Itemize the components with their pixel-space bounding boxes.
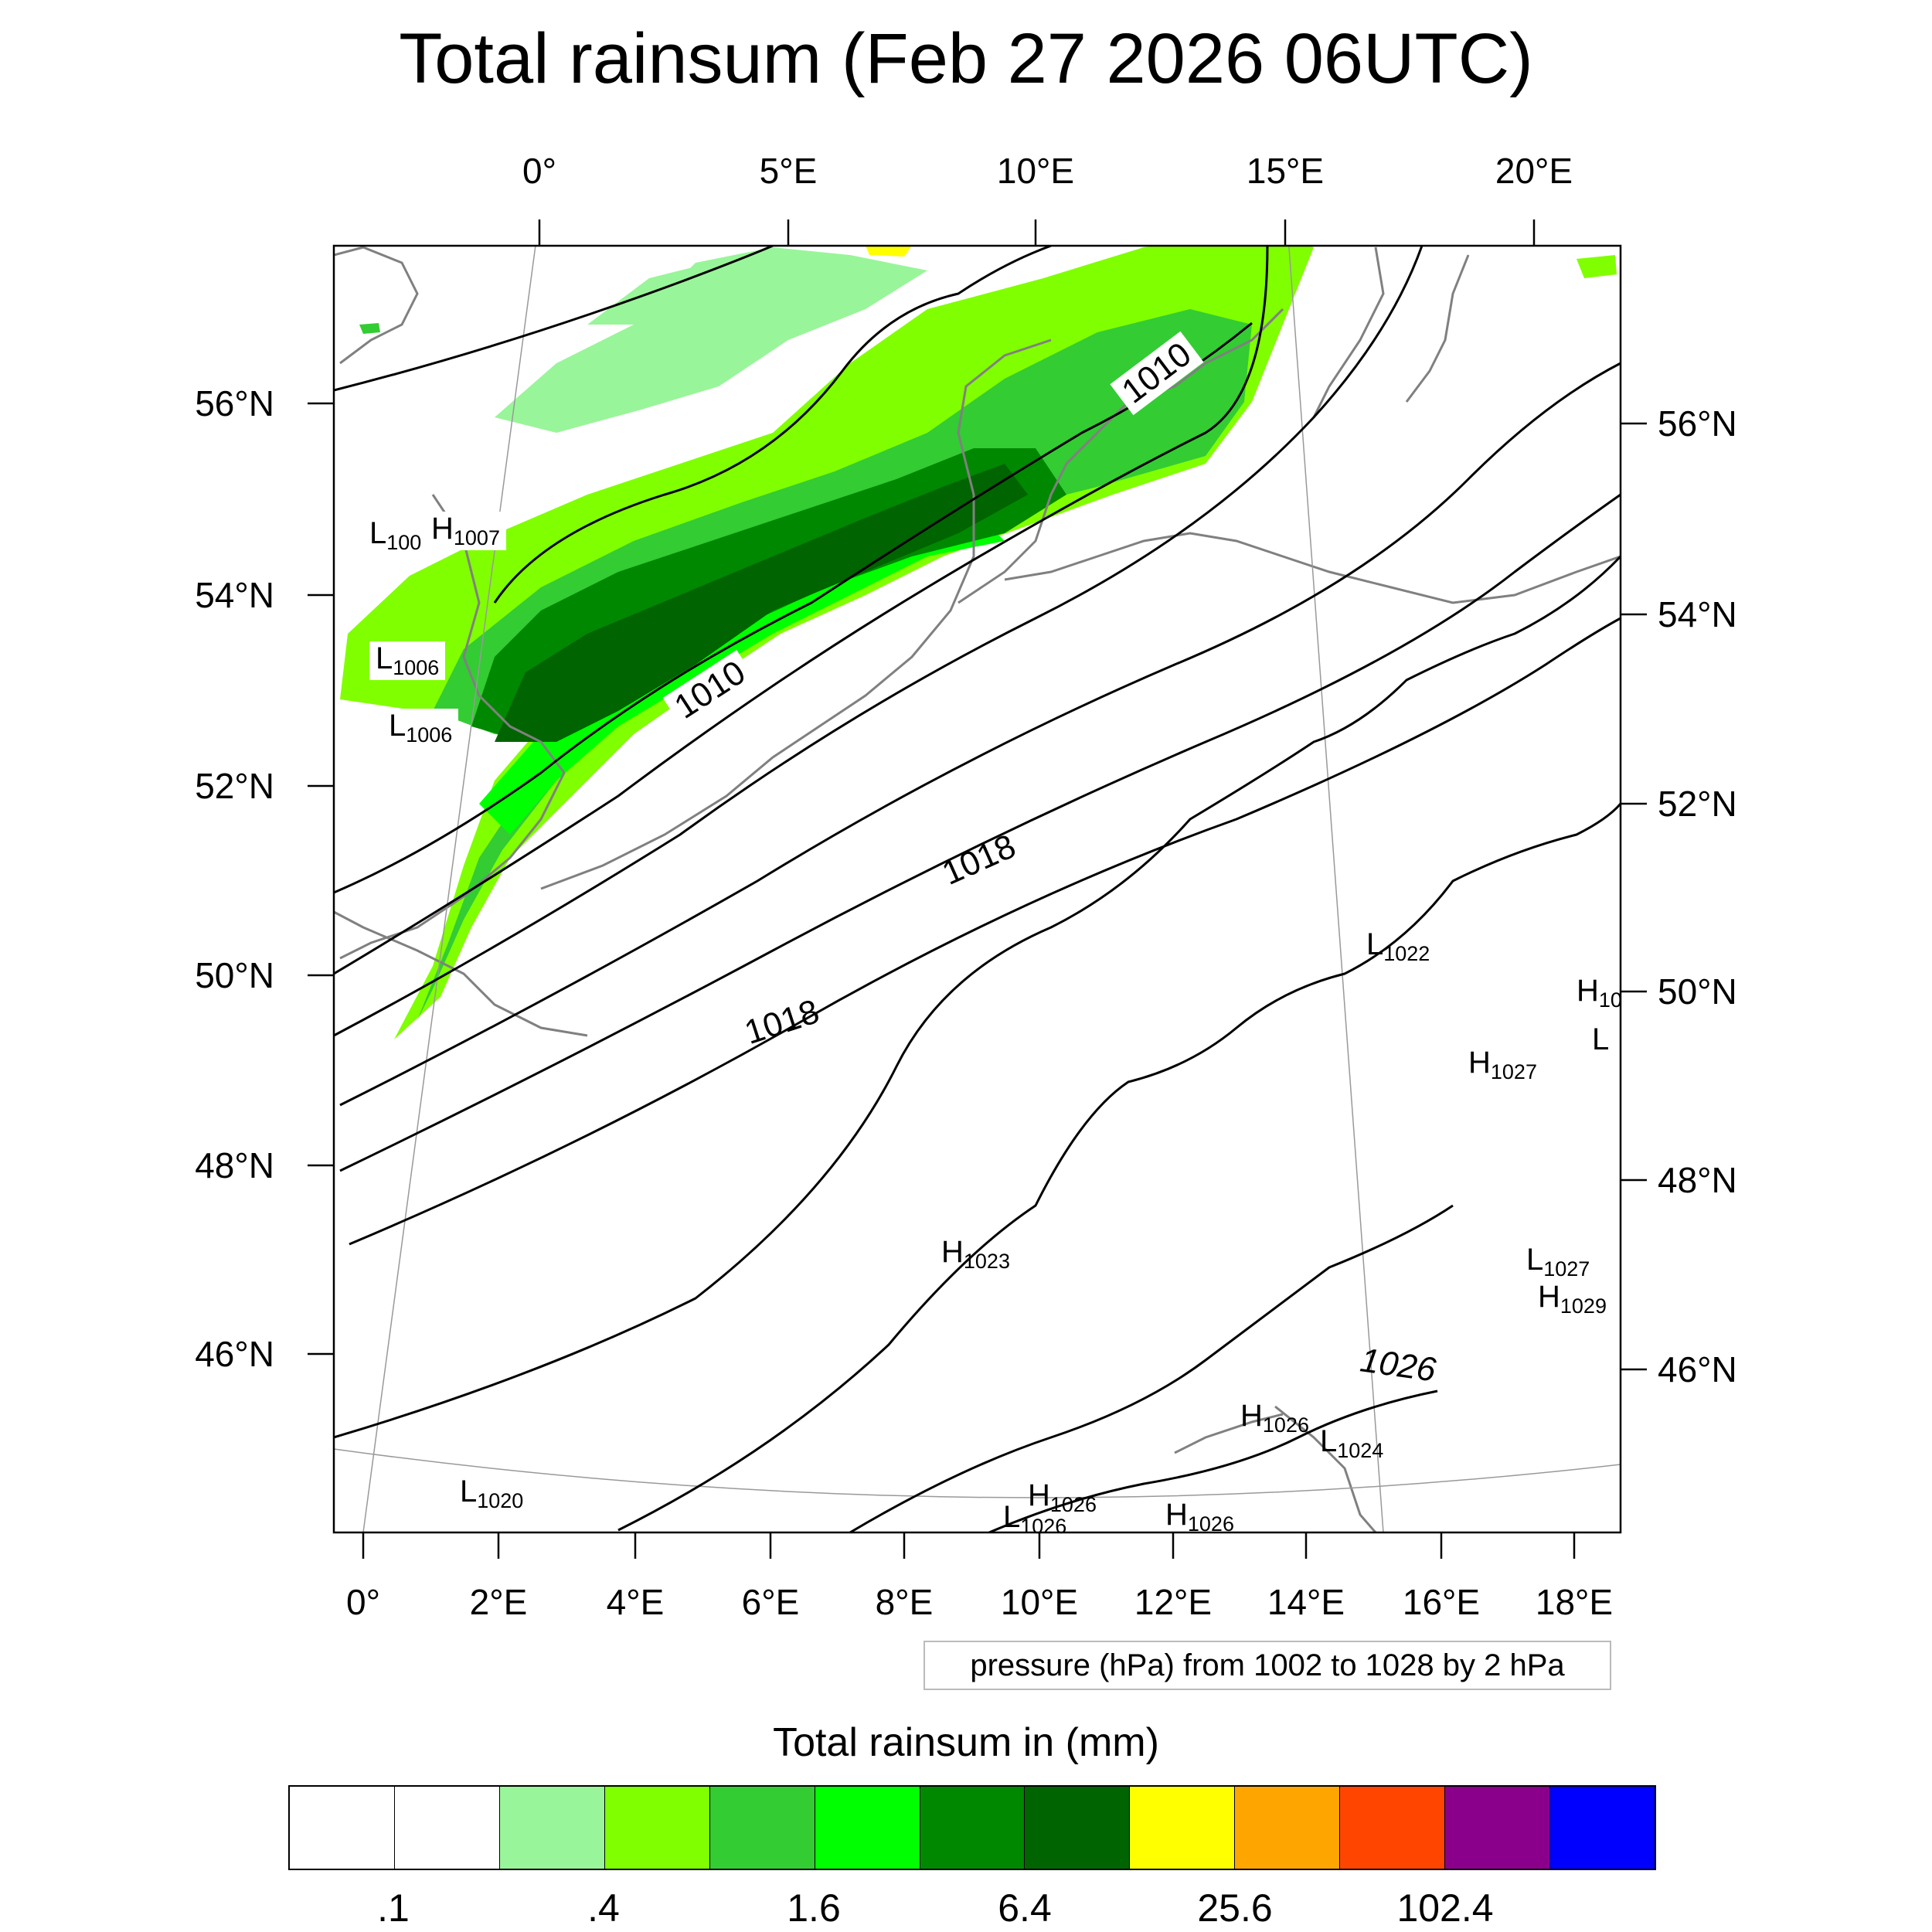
rain-patch-small	[359, 323, 380, 334]
pressure-center-label: L1022	[1366, 927, 1430, 965]
colorbar-label: 25.6	[1197, 1886, 1273, 1930]
rain-patch-ne	[1577, 255, 1617, 278]
pressure-center-label: H10	[1577, 974, 1622, 1012]
colorbar-swatch	[815, 1787, 920, 1869]
lon-label-bottom: 6°E	[741, 1582, 800, 1622]
pressure-center-label: H1029	[1538, 1280, 1607, 1318]
pressure-center-label: H1027	[1468, 1046, 1537, 1083]
colorbar-swatch	[1445, 1787, 1551, 1869]
lon-label-bottom: 18°E	[1535, 1582, 1614, 1622]
lon-label-bottom: 4°E	[606, 1582, 665, 1622]
lat-label-right: 52°N	[1658, 784, 1737, 824]
pressure-center-label: L1026	[1003, 1500, 1067, 1538]
colorbar-swatch	[920, 1787, 1026, 1869]
pressure-center-label: H1026	[1028, 1478, 1097, 1516]
colorbar-swatch	[604, 1787, 710, 1869]
pressure-center-label: H1026	[1240, 1399, 1309, 1437]
colorbar-swatch	[290, 1787, 395, 1869]
contour-info-caption: pressure (hPa) from 1002 to 1028 by 2 hP…	[923, 1641, 1611, 1690]
coastlines	[334, 246, 1621, 1532]
lat-label-left: 56°N	[195, 383, 274, 423]
colorbar-swatch	[1550, 1787, 1655, 1869]
lon-label-top: 20°E	[1495, 151, 1573, 191]
colorbar-swatch	[499, 1787, 605, 1869]
map-frame	[332, 244, 1622, 1534]
lon-label-bottom: 14°E	[1267, 1582, 1345, 1622]
colorbar-label: 102.4	[1396, 1886, 1494, 1930]
lon-label-top: 5°E	[759, 151, 818, 191]
colorbar-title: Total rainsum in (mm)	[773, 1720, 1159, 1765]
lat-label-right: 46°N	[1658, 1349, 1737, 1389]
colorbar-swatch	[1235, 1787, 1341, 1869]
rain-light	[495, 247, 927, 433]
lat-label-right: 56°N	[1658, 403, 1737, 444]
lat-label-right: 50°N	[1658, 971, 1737, 1012]
colorbar-label: 6.4	[998, 1886, 1052, 1930]
pressure-center-label: H1026	[1165, 1498, 1234, 1536]
colorbar-label: 1.6	[787, 1886, 841, 1930]
pressure-center-label: L1027	[1526, 1243, 1590, 1281]
lon-label-bottom: 0°	[346, 1582, 380, 1622]
page-title: Total rainsum (Feb 27 2026 06UTC)	[399, 19, 1533, 98]
pressure-center-label: L1024	[1320, 1424, 1384, 1462]
colorbar-swatch	[1130, 1787, 1236, 1869]
lon-label-bottom: 10°E	[1000, 1582, 1079, 1622]
colorbar-swatch	[1025, 1787, 1131, 1869]
pressure-center-label: L	[1592, 1022, 1610, 1056]
colorbar-label: .4	[587, 1886, 620, 1930]
lon-label-top: 0°	[522, 151, 556, 191]
lat-label-right: 54°N	[1658, 594, 1737, 634]
lat-label-left: 54°N	[195, 575, 274, 615]
lat-label-left: 50°N	[195, 955, 274, 995]
lon-label-bottom: 2°E	[469, 1582, 528, 1622]
lon-label-top: 15°E	[1246, 151, 1325, 191]
lon-label-top: 10°E	[996, 151, 1075, 191]
colorbar	[288, 1785, 1656, 1870]
pressure-center-label: H1007	[425, 512, 506, 550]
lat-label-right: 48°N	[1658, 1160, 1737, 1200]
lon-label-bottom: 16°E	[1402, 1582, 1481, 1622]
colorbar-swatch	[1340, 1787, 1446, 1869]
precipitation-field	[340, 246, 1617, 1039]
lon-label-bottom: 12°E	[1134, 1582, 1213, 1622]
rain-light-north	[587, 255, 773, 325]
pressure-center-label: L1020	[460, 1475, 524, 1512]
rain-darker	[495, 464, 1028, 742]
lat-label-left: 52°N	[195, 766, 274, 806]
lat-label-left: 46°N	[195, 1334, 274, 1374]
rain-patch-yellow	[866, 246, 912, 257]
isobars	[334, 246, 1621, 1532]
colorbar-swatch	[709, 1787, 815, 1869]
lon-label-bottom: 8°E	[875, 1582, 934, 1622]
colorbar-swatch	[394, 1787, 500, 1869]
pressure-center-label: H1023	[941, 1235, 1010, 1273]
pressure-center-label: L1006	[369, 641, 446, 680]
colorbar-label: .1	[377, 1886, 410, 1930]
tick-marks	[308, 219, 1647, 1559]
pressure-center-label: L100	[363, 516, 428, 555]
lat-label-left: 48°N	[195, 1145, 274, 1185]
graticule	[334, 246, 1621, 1532]
pressure-center-label: L1006	[383, 709, 459, 747]
